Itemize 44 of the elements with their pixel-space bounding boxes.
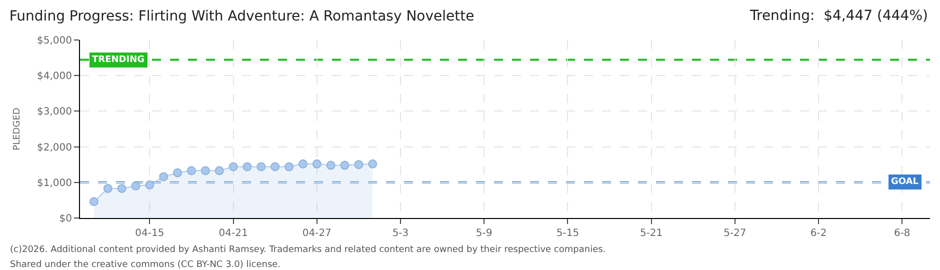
ref-line-label: GOAL [891, 177, 919, 187]
point [200, 166, 210, 176]
y-tick-label: $5,000 [37, 36, 72, 46]
y-tick-label: $3,000 [37, 106, 72, 118]
text: Trending: $4,447 (444%) [749, 8, 928, 24]
x-tick-label: 5-9 [476, 228, 492, 239]
x-tick-label: 6-8 [894, 228, 910, 239]
point [131, 181, 140, 190]
point [89, 197, 98, 206]
text: Shared under the creative commons (CC BY-NC 3.0) license. [10, 260, 281, 270]
point [242, 162, 252, 172]
x-tick-label: 04-15 [135, 228, 164, 239]
x-tick-label: 6-2 [810, 228, 827, 239]
x-tick-label: 04-21 [218, 228, 248, 239]
x-tick-label: 5-21 [640, 228, 663, 239]
y-tick-label: $1,000 [37, 178, 72, 189]
point [312, 159, 322, 168]
point [228, 162, 238, 172]
y-tick-label: $0 [59, 214, 72, 224]
x-tick-label: 04-27 [302, 228, 332, 239]
point [173, 168, 182, 178]
point [298, 159, 308, 168]
point [326, 160, 336, 170]
point [159, 172, 168, 182]
x-tick-label: 5-27 [724, 228, 746, 239]
point [340, 160, 350, 170]
ref-line-label: TRENDING [92, 55, 144, 65]
y-tick-label: $2,000 [37, 142, 72, 154]
x-tick-label: 5-3 [392, 228, 409, 239]
point [145, 180, 154, 190]
point [103, 184, 112, 193]
point [214, 166, 224, 176]
point [354, 160, 364, 170]
chart-title: Funding Progress: Flirting With Adventure: A Romantasy Novelette [9, 8, 474, 25]
point [117, 184, 126, 193]
point [284, 162, 294, 172]
point [270, 162, 280, 172]
y-tick-label: $4,000 [37, 71, 72, 82]
y-axis-title: PLEDGED [12, 108, 22, 150]
point [256, 162, 266, 172]
point [186, 166, 196, 176]
point [368, 159, 378, 168]
text: (c)2026. Additional content provided by Ashanti Ramsey. Trademarks and related content are owned by their respective companies. [10, 245, 606, 255]
x-tick-label: 5-15 [556, 228, 580, 239]
